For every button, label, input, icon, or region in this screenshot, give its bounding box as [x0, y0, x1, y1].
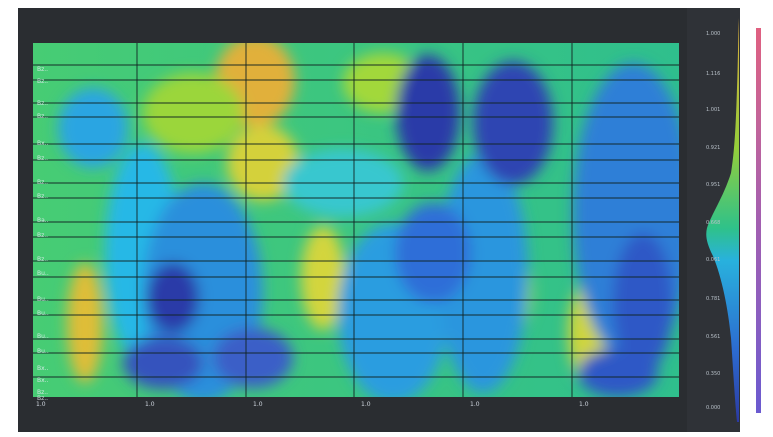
grid-lines [33, 43, 679, 397]
row-label: Bx.. [37, 377, 49, 384]
colorbar-tick: 0.668 [706, 220, 721, 226]
colorbar-tick: 0.951 [706, 182, 721, 188]
row-label: Bz.. [37, 100, 49, 107]
colorbar-edge [756, 28, 761, 413]
row-label: Bz.. [37, 389, 49, 396]
row-label: Bu.. [37, 348, 49, 355]
colorbar-tick: 0.781 [706, 296, 721, 302]
x-axis-label: 1.0 [145, 401, 155, 408]
row-label: Bu.. [37, 270, 49, 277]
x-axis-label: 1.0 [579, 401, 589, 408]
colorbar-tick: 0.921 [706, 145, 721, 151]
histogram-svg [706, 18, 739, 422]
row-label: Bz.. [37, 155, 49, 162]
row-label: Bu.. [37, 310, 49, 317]
row-label: Bz.. [37, 256, 49, 263]
row-label: Bz.. [37, 113, 49, 120]
colorbar-tick: 0.000 [706, 405, 721, 411]
row-label: Ba.. [37, 217, 49, 224]
row-label: Bz.. [37, 179, 49, 186]
x-axis-label: 1.0 [253, 401, 263, 408]
row-label: Bz.. [37, 193, 49, 200]
row-label: Bz.. [37, 395, 49, 402]
colorbar-tick: 1.116 [706, 71, 721, 77]
colorbar-tick: 0.561 [706, 334, 721, 340]
colorbar-tick: 1.000 [706, 31, 721, 37]
histogram-shape [706, 18, 739, 422]
heatmap-plot [33, 43, 679, 397]
row-label: Bz.. [37, 66, 49, 73]
colorbar-tick: 0.061 [706, 257, 721, 263]
x-axis-label: 1.0 [361, 401, 371, 408]
row-label: Bx.. [37, 140, 49, 147]
x-axis-label: 1.0 [470, 401, 480, 408]
row-label: Bu.. [37, 333, 49, 340]
colorbar-tick: 0.350 [706, 371, 721, 377]
row-label: Bu.. [37, 296, 49, 303]
row-label: Bx.. [37, 365, 49, 372]
colorbar-panel [687, 8, 740, 432]
x-axis-label: 1.0 [36, 401, 46, 408]
row-label: Bz.. [37, 78, 49, 85]
colorbar-tick: 1.001 [706, 107, 721, 113]
heatmap-canvas [33, 43, 679, 397]
row-label: Bz.. [37, 232, 49, 239]
